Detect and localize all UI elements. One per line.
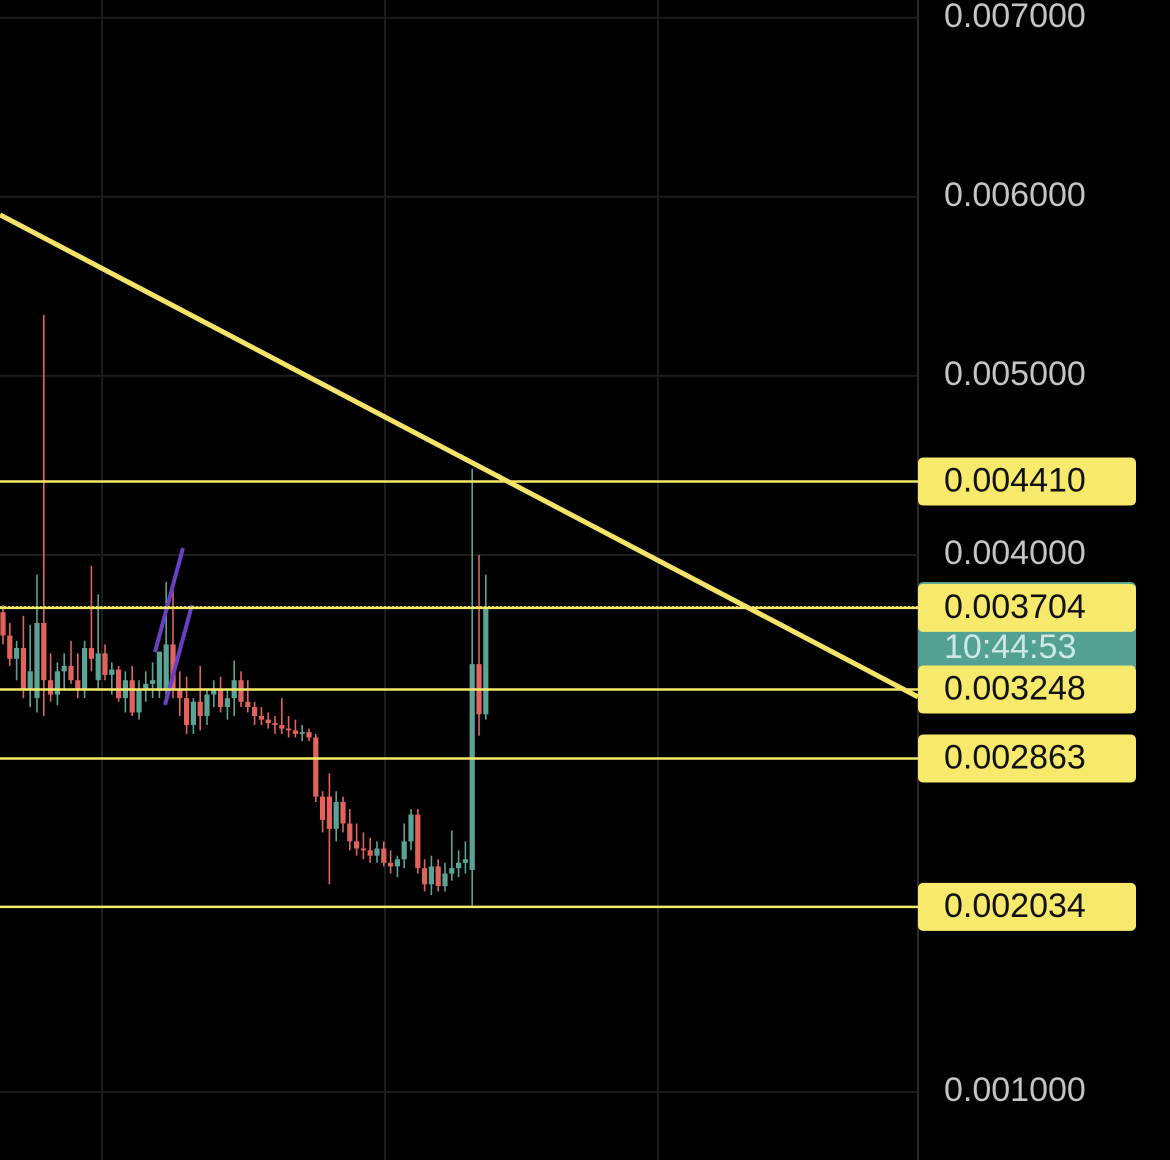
y-tick-label: 0.001000 (944, 1071, 1086, 1109)
candle-body (469, 664, 475, 870)
level-label-box (918, 665, 1136, 714)
candle-body (156, 651, 162, 691)
candle-body (401, 841, 407, 860)
overlay: 0.007000 0.006000 0.005000 0.004000 0.001000… (0, 0, 1136, 1109)
candle-body (34, 622, 40, 699)
drawing-line (153, 547, 185, 653)
plot (0, 16, 918, 1093)
candle-body (88, 648, 94, 659)
candle-body (224, 698, 230, 708)
candle-body (320, 796, 326, 820)
y-tick-label: 0.005000 (944, 355, 1086, 393)
candle-body (272, 723, 278, 725)
candle-body (0, 612, 6, 636)
candle-body (75, 680, 81, 690)
candle-body (136, 689, 142, 713)
candle-body (197, 701, 203, 717)
candle-body (61, 665, 67, 672)
candle-body (252, 707, 258, 717)
level-label: 0.002034 (944, 887, 1086, 925)
candle-body (333, 801, 339, 829)
level-label: 0.003704 (944, 588, 1086, 626)
candle-body (279, 725, 285, 729)
y-tick-label: 0.004000 (944, 534, 1086, 572)
candle-body (170, 644, 176, 690)
candle-body (415, 814, 421, 869)
y-tick-label: 0.007000 (944, 0, 1086, 35)
candle-body (177, 689, 183, 699)
candle-body (456, 862, 462, 869)
candle-body (163, 644, 169, 690)
candle-body (435, 866, 441, 887)
candle-body (394, 859, 400, 867)
level-label-box (918, 734, 1136, 783)
candle-body (109, 669, 115, 675)
candle-body (48, 680, 54, 695)
candle-body (340, 801, 346, 824)
candle-body (143, 683, 149, 690)
candle-body (68, 665, 74, 681)
candle-body (381, 848, 387, 863)
candle-body (258, 716, 264, 720)
candle-body (483, 607, 489, 715)
candle-body (14, 648, 20, 659)
candle-body (292, 730, 298, 734)
candle-body (54, 671, 60, 695)
candle-body (211, 689, 217, 695)
candle-body (190, 701, 196, 725)
level-label-box (918, 882, 1136, 931)
candle-body (449, 868, 455, 874)
candle-body (428, 866, 434, 885)
trendline (0, 212, 920, 700)
candle-body (347, 823, 353, 842)
candle-body (116, 669, 122, 699)
candle-body (286, 728, 292, 731)
candle-body (204, 694, 210, 717)
candle-body (102, 653, 108, 675)
candle-body (20, 648, 26, 690)
candle-body (27, 671, 33, 690)
candle-body (7, 635, 13, 659)
y-tick-label: 0.006000 (944, 176, 1086, 214)
candle-body (245, 701, 251, 708)
candle-body (374, 848, 380, 856)
candle-body (326, 796, 332, 829)
candle-body (462, 859, 468, 863)
candle-body (388, 862, 394, 867)
countdown-label: 10:44:53 (944, 628, 1076, 666)
candle-body (354, 841, 360, 849)
candle-body (150, 680, 156, 684)
candle-body (129, 680, 135, 713)
candle-body (82, 648, 88, 690)
candle-body (442, 873, 448, 887)
level-label-box (918, 583, 1136, 632)
candle-body (265, 719, 271, 724)
candle-body (313, 737, 319, 797)
level-label: 0.004410 (944, 462, 1086, 500)
candle-body (218, 689, 224, 708)
candle-body (95, 653, 101, 681)
candle-body (367, 850, 373, 856)
candle-body (184, 698, 190, 725)
candle-body (306, 732, 312, 738)
level-label: 0.003248 (944, 670, 1086, 708)
level-label-box (918, 457, 1136, 506)
candle-body (41, 622, 47, 681)
candle-body (422, 868, 428, 885)
level-label: 0.002863 (944, 738, 1086, 776)
candle-body (360, 848, 366, 851)
candle-body (238, 680, 244, 702)
candle-body (408, 814, 414, 842)
candle-body (299, 732, 305, 734)
